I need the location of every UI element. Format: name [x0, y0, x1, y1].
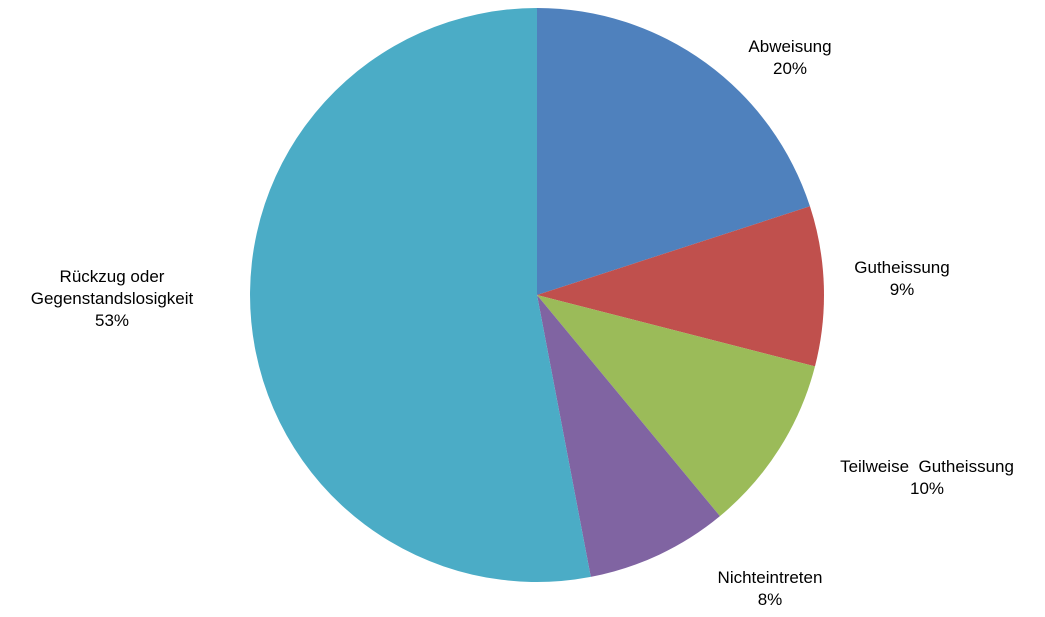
pie-label-percent: 9%: [890, 280, 915, 299]
pie-data-label-4: Nichteintreten 8%: [718, 568, 823, 609]
pie-label-percent: 53%: [95, 311, 129, 330]
pie-labels: Abweisung 20% Gutheissung 9% Teilweise Guthe…: [31, 37, 1014, 609]
pie-data-label-1: Abweisung 20%: [748, 37, 831, 78]
pie-label-category: Gegenstandslosigkeit: [31, 289, 194, 308]
pie-slice-1: [537, 8, 810, 295]
pie-label-category: Teilweise Gutheissung: [840, 457, 1014, 476]
pie-label-category: Gutheissung: [854, 258, 949, 277]
pie-slice-3: [537, 295, 815, 517]
pie-data-label-2: Gutheissung 9%: [854, 258, 949, 299]
pie-label-category: Rückzug oder: [60, 267, 165, 286]
pie-slice-5: [250, 8, 591, 582]
pie-slices: [250, 8, 824, 582]
pie-data-label-3: Teilweise Gutheissung 10%: [840, 457, 1014, 498]
pie-slice-2: [537, 206, 824, 367]
pie-label-percent: 8%: [758, 590, 783, 609]
pie-label-percent: 20%: [773, 59, 807, 78]
pie-slice-4: [537, 295, 720, 577]
pie-data-label-5: Rückzug oder Gegenstandslosigkeit 53%: [31, 267, 194, 330]
pie-label-category: Abweisung: [748, 37, 831, 56]
pie-label-category: Nichteintreten: [718, 568, 823, 587]
pie-label-percent: 10%: [910, 479, 944, 498]
